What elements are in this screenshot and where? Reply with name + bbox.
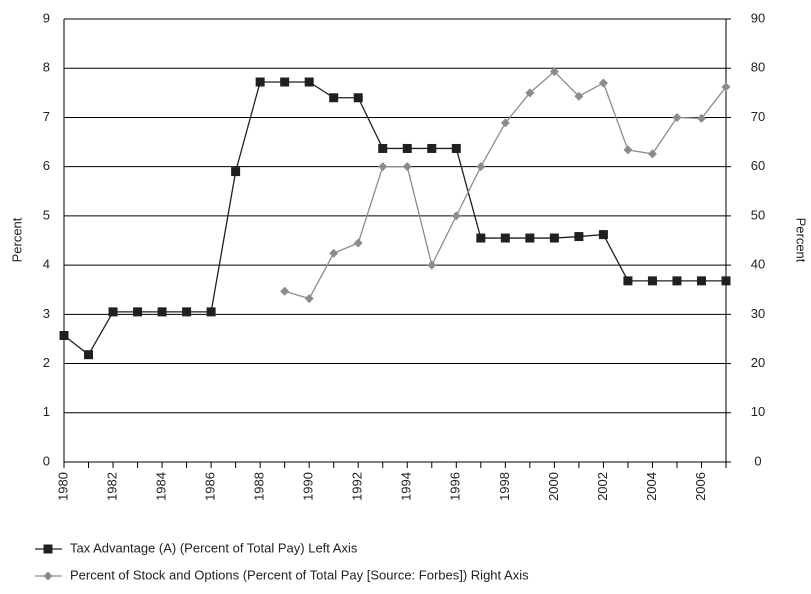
- y-tick-label: 7: [43, 109, 50, 124]
- y2-tick-label: 20: [751, 355, 765, 370]
- marker: [647, 149, 657, 159]
- marker: [500, 118, 510, 128]
- x-tick-label: 2004: [644, 472, 659, 501]
- marker: [721, 276, 731, 286]
- marker: [59, 330, 69, 340]
- marker: [255, 77, 265, 87]
- marker: [623, 145, 633, 155]
- y-tick-label: 8: [43, 60, 50, 75]
- legend-label: Percent of Stock and Options (Percent of…: [70, 567, 529, 582]
- x-tick-label: 1986: [203, 472, 218, 501]
- y2-tick-label: 60: [751, 158, 765, 173]
- marker: [598, 78, 608, 88]
- marker: [329, 248, 339, 258]
- marker: [402, 162, 412, 172]
- marker: [84, 350, 94, 360]
- marker: [525, 233, 535, 243]
- marker: [574, 232, 584, 242]
- marker: [672, 276, 682, 286]
- marker: [525, 88, 535, 98]
- marker: [133, 307, 143, 317]
- marker: [476, 162, 486, 172]
- marker: [549, 67, 559, 77]
- marker: [353, 93, 363, 103]
- marker: [451, 211, 461, 221]
- marker: [280, 77, 290, 87]
- x-tick-label: 2000: [546, 472, 561, 501]
- y-tick-label: 1: [43, 404, 50, 419]
- marker: [721, 82, 731, 92]
- marker: [672, 112, 682, 122]
- y-tick-label: 9: [43, 10, 50, 25]
- marker: [451, 143, 461, 153]
- y-tick-label: 4: [43, 257, 50, 272]
- marker: [549, 233, 559, 243]
- y2-tick-label: 80: [751, 60, 765, 75]
- x-tick-label: 2006: [693, 472, 708, 501]
- marker: [696, 276, 706, 286]
- legend-marker: [43, 571, 53, 581]
- y-tick-label: 6: [43, 158, 50, 173]
- marker: [476, 233, 486, 243]
- x-tick-label: 1984: [154, 472, 169, 501]
- marker: [378, 143, 388, 153]
- y2-tick-label: 50: [751, 207, 765, 222]
- marker: [280, 286, 290, 296]
- y-axis-label: Percent: [9, 217, 24, 262]
- marker: [304, 294, 314, 304]
- y-tick-label: 0: [43, 453, 50, 468]
- x-tick-label: 1982: [104, 472, 119, 501]
- series-line: [63, 81, 726, 356]
- marker: [329, 93, 339, 103]
- series-line: [284, 70, 727, 300]
- y-tick-label: 3: [43, 306, 50, 321]
- y2-tick-label: 0: [754, 453, 761, 468]
- legend-label: Tax Advantage (A) (Percent of Total Pay)…: [70, 540, 358, 555]
- marker: [206, 307, 216, 317]
- x-tick-label: 1996: [448, 472, 463, 501]
- y2-axis-label: Percent: [794, 218, 809, 263]
- marker: [427, 143, 437, 153]
- marker: [574, 91, 584, 101]
- y2-tick-label: 40: [751, 257, 765, 272]
- marker: [647, 276, 657, 286]
- marker: [696, 113, 706, 123]
- x-tick-label: 2002: [595, 472, 610, 501]
- marker: [108, 307, 118, 317]
- marker: [231, 167, 241, 177]
- marker: [500, 233, 510, 243]
- y2-tick-label: 70: [751, 109, 765, 124]
- y2-tick-label: 30: [751, 306, 765, 321]
- marker: [353, 238, 363, 248]
- marker: [623, 276, 633, 286]
- x-tick-label: 1992: [350, 472, 365, 501]
- marker: [378, 162, 388, 172]
- marker: [427, 260, 437, 270]
- x-tick-label: 1994: [399, 472, 414, 501]
- marker: [182, 307, 192, 317]
- x-tick-label: 1988: [252, 472, 267, 501]
- y-tick-label: 5: [43, 207, 50, 222]
- x-tick-label: 1998: [497, 472, 512, 501]
- y2-tick-label: 10: [751, 404, 765, 419]
- marker: [598, 230, 608, 240]
- marker: [157, 307, 167, 317]
- x-tick-label: 1980: [55, 472, 70, 501]
- y-tick-label: 2: [43, 355, 50, 370]
- legend-marker: [43, 544, 53, 554]
- y2-tick-label: 90: [751, 10, 765, 25]
- marker: [402, 143, 412, 153]
- marker: [304, 77, 314, 87]
- x-tick-label: 1990: [301, 472, 316, 501]
